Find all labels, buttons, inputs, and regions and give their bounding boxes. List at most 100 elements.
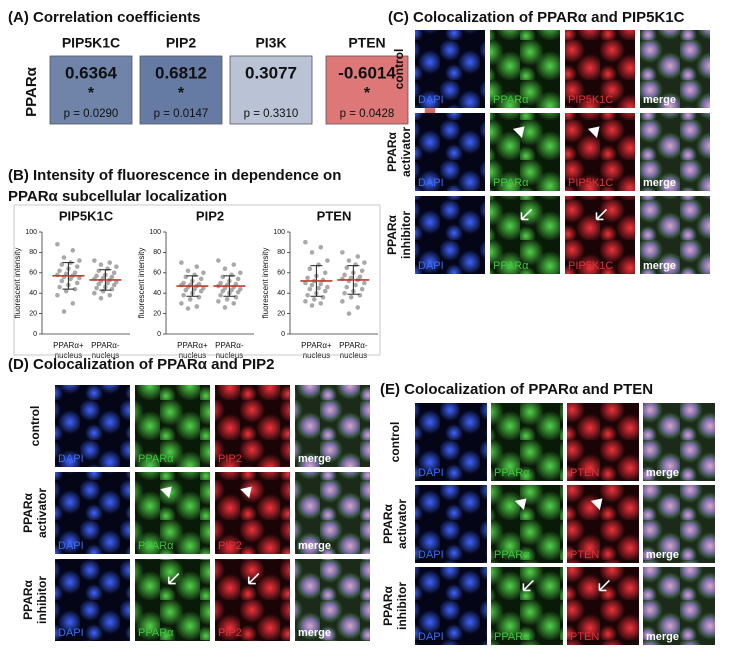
micrograph: [55, 385, 130, 467]
x-tick-label: nucleus: [55, 351, 83, 360]
arrowhead: [590, 498, 603, 510]
data-dot: [183, 274, 189, 280]
x-tick-label: PPARα-: [339, 341, 368, 350]
data-dot: [353, 282, 358, 288]
significance-star: *: [88, 85, 95, 102]
p-value: p = 0.0428: [340, 108, 395, 120]
micrograph: [565, 113, 635, 191]
data-dot: [109, 286, 115, 292]
data-dot: [305, 275, 310, 281]
micrograph: [295, 385, 370, 467]
data-dot: [55, 292, 60, 298]
data-dot: [105, 280, 110, 286]
x-tick-label: nucleus: [216, 351, 244, 360]
row-label: PPARα: [385, 131, 399, 171]
y-tick-label: 40: [277, 290, 285, 297]
row-label: PPARα: [381, 503, 395, 543]
data-dot: [235, 289, 241, 295]
micrograph: [295, 472, 370, 554]
y-tick-label: 100: [25, 229, 37, 236]
row-label: inhibitor: [399, 211, 413, 259]
micrograph: [491, 403, 563, 481]
data-dot: [216, 258, 221, 263]
data-dot: [198, 288, 204, 294]
channel-label: PIP5K1C: [568, 260, 613, 272]
x-tick-label: PPARα+: [301, 341, 332, 350]
arrowhead: [160, 486, 172, 499]
channel-label: PIP2: [218, 540, 242, 552]
y-tick-label: 20: [153, 310, 161, 317]
data-dot: [98, 296, 104, 301]
data-dot: [325, 284, 330, 290]
data-dot: [231, 301, 237, 306]
row-label: PPARα: [21, 579, 35, 619]
data-dot: [359, 286, 365, 292]
data-dot: [98, 262, 104, 267]
arrowhead: [167, 573, 180, 585]
data-dot: [198, 276, 204, 282]
y-tick-label: 100: [273, 229, 285, 236]
panel-title: (B) Intensity of fluorescence in depende…: [8, 167, 341, 184]
y-tick-label: 40: [153, 290, 161, 297]
channel-label: PIP5K1C: [568, 94, 613, 106]
channel-label: PPARα: [494, 631, 530, 643]
data-dot: [187, 297, 193, 302]
channel-label: PPARα: [138, 627, 174, 639]
row-label: inhibitor: [35, 576, 49, 624]
y-axis-label: fluorescent intensity: [137, 248, 146, 319]
row-label: activator: [399, 127, 413, 177]
micrograph: [490, 113, 560, 191]
y-tick-label: 60: [277, 270, 285, 277]
data-dot: [344, 265, 350, 271]
micrograph: [415, 113, 485, 191]
heatmap-cell: [139, 55, 223, 125]
data-dot: [96, 281, 102, 287]
data-dot: [63, 288, 69, 294]
channel-label: PPARα: [493, 94, 529, 106]
arrowhead: [598, 579, 610, 592]
channel-label: merge: [298, 540, 331, 552]
arrowhead: [247, 573, 260, 585]
significance-star: *: [178, 85, 185, 102]
panel-title: (D) Colocalization of PPARα and PIP2: [8, 356, 274, 373]
data-dot: [303, 280, 308, 286]
micrograph: [640, 30, 710, 108]
data-dot: [342, 290, 347, 296]
data-dot: [74, 280, 80, 286]
channel-label: PTEN: [570, 549, 599, 561]
micrograph: [415, 485, 487, 563]
y-axis-label: fluorescent intensity: [261, 248, 270, 319]
x-tick-label: nucleus: [92, 351, 120, 360]
micrograph: [215, 559, 290, 641]
data-dot: [111, 270, 117, 276]
micrograph: [567, 403, 639, 481]
channel-label: PPARα: [494, 549, 530, 561]
panel-title: (E) Colocalization of PPARα and PTEN: [380, 381, 653, 398]
row-label: activator: [395, 499, 409, 549]
plot-title: PIP5K1C: [59, 208, 114, 223]
channel-label: merge: [298, 627, 331, 639]
data-dot: [222, 305, 228, 310]
data-dot: [57, 284, 62, 290]
micrograph: [215, 385, 290, 467]
channel-label: DAPI: [418, 177, 444, 189]
data-dot: [74, 264, 80, 269]
column-label: PI3K: [255, 35, 286, 51]
data-dot: [346, 311, 352, 316]
data-dot: [325, 258, 330, 263]
data-dot: [309, 282, 315, 288]
channel-label: PTEN: [570, 467, 599, 479]
data-dot: [348, 294, 354, 300]
data-dot: [94, 285, 99, 291]
data-dot: [305, 292, 310, 298]
micrograph: [135, 472, 210, 554]
data-dot: [183, 287, 189, 293]
cell-value: -0.6014: [338, 63, 396, 82]
data-dot: [220, 288, 226, 294]
data-dot: [185, 306, 191, 311]
data-dot: [309, 303, 315, 308]
data-dot: [114, 264, 119, 269]
column-label: PIP5K1C: [62, 35, 120, 51]
panel-b-frame: [13, 204, 381, 356]
heatmap-cell: [49, 55, 133, 125]
